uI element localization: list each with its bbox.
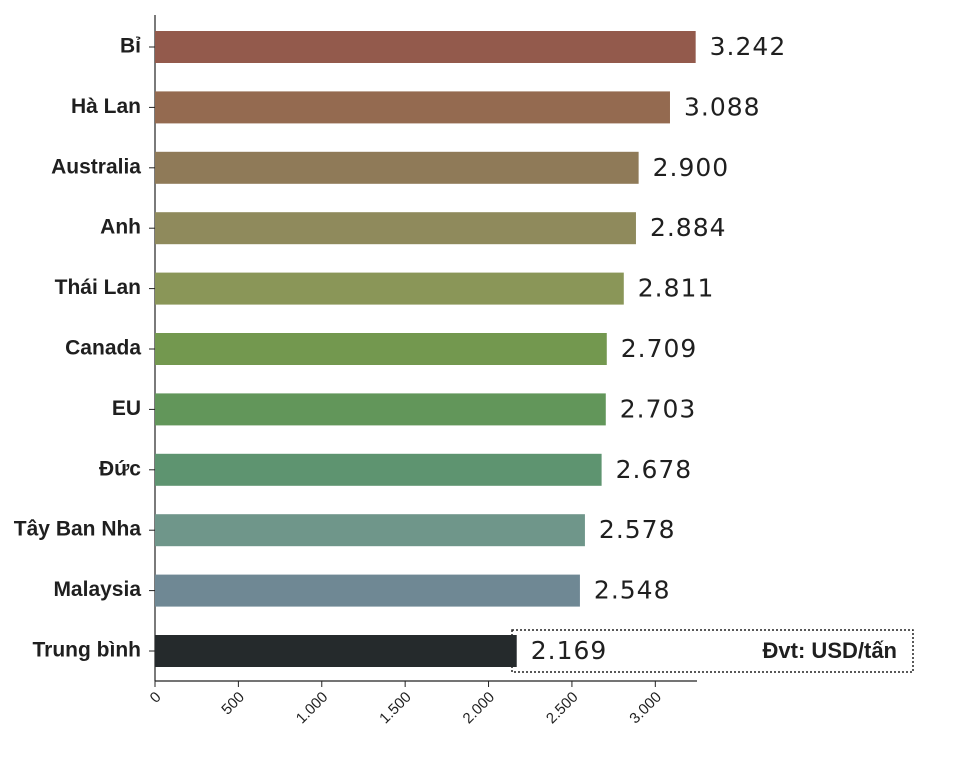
- y-tick-label: Tây Ban Nha: [14, 518, 142, 541]
- value-label: 2.548: [594, 576, 671, 605]
- unit-note: Đvt: USD/tấn: [763, 638, 897, 663]
- value-label: 2.703: [620, 394, 697, 423]
- y-tick-label: Canada: [65, 337, 141, 360]
- value-label: 2.811: [638, 274, 715, 303]
- bar: [155, 272, 624, 305]
- bar: [155, 635, 517, 667]
- y-tick-label: Trung bình: [33, 639, 141, 662]
- bar: [155, 393, 606, 426]
- y-tick-label: EU: [112, 397, 141, 420]
- bar: [155, 514, 585, 547]
- bar: [155, 574, 580, 607]
- value-label: 2.169: [531, 636, 608, 665]
- bar: [155, 91, 670, 124]
- y-tick-label: Malaysia: [53, 578, 141, 601]
- x-tick-label: 1.000: [293, 689, 332, 728]
- value-label: 3.242: [710, 32, 787, 61]
- y-tick-label: Australia: [51, 155, 141, 178]
- bar: [155, 333, 607, 365]
- bar: [155, 212, 636, 245]
- bar: [155, 453, 602, 486]
- x-tick-label: 3.000: [626, 689, 665, 728]
- y-tick-label: Thái Lan: [55, 276, 141, 299]
- value-label: 2.709: [621, 334, 698, 363]
- value-label: 2.900: [653, 153, 730, 182]
- value-label: 2.578: [599, 515, 676, 544]
- value-label: 2.884: [650, 213, 727, 242]
- y-tick-label: Bỉ: [120, 35, 141, 58]
- x-tick-label: 2.500: [543, 689, 582, 728]
- y-tick-label: Anh: [100, 216, 141, 239]
- x-tick-label: 2.000: [460, 689, 499, 728]
- y-tick-label: Đức: [99, 457, 141, 480]
- x-tick-label: 1.500: [376, 689, 415, 728]
- x-tick-label: 0: [147, 689, 165, 707]
- y-tick-label: Hà Lan: [71, 95, 141, 118]
- x-tick-label: 500: [218, 689, 248, 719]
- bar: [155, 151, 639, 184]
- bar: [155, 31, 696, 63]
- value-label: 2.678: [616, 455, 693, 484]
- value-label: 3.088: [684, 92, 761, 121]
